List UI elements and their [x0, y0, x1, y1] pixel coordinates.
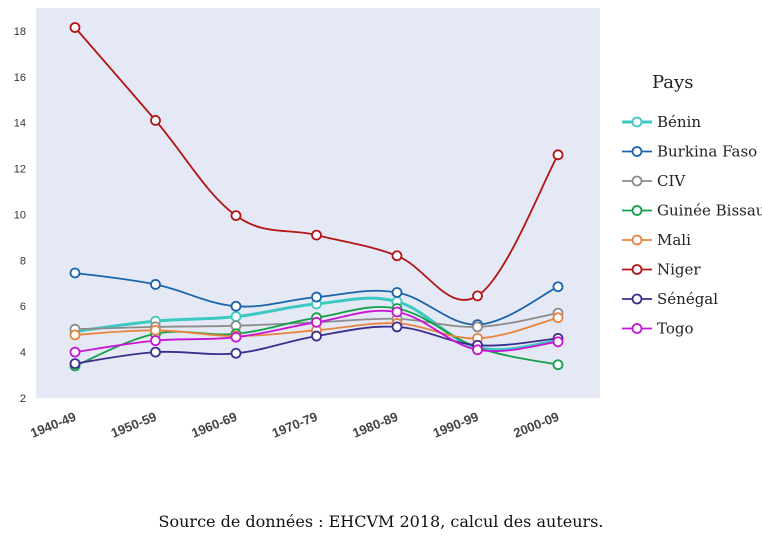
data-point-senegal: [150, 346, 161, 358]
data-point-niger: [391, 250, 403, 262]
data-point-senegal: [311, 330, 322, 342]
line-chart: 2 4 6 8 10 12 14 16 18 1940-49 1950-59 1960-69 1970…: [14, 8, 762, 441]
data-point-togo: [391, 306, 403, 318]
chart-caption: Source de données : EHCVM 2018, calcul d…: [158, 512, 604, 531]
data-point-niger: [311, 229, 322, 241]
y-tick-label: 12: [14, 164, 26, 176]
legend-label-niger: Niger: [657, 261, 701, 279]
y-tick-label: 14: [14, 118, 26, 130]
data-point-togo: [69, 346, 81, 358]
legend-label-senegal: Sénégal: [657, 290, 718, 308]
data-point-niger: [69, 22, 81, 33]
y-tick-label: 16: [14, 72, 26, 84]
data-point-niger: [472, 290, 483, 302]
data-point-mali: [69, 329, 81, 341]
legend-label-civ: CIV: [657, 172, 686, 190]
legend-title: Pays: [652, 72, 693, 93]
y-tick-label: 10: [14, 209, 26, 221]
y-tick-label: 18: [14, 26, 26, 38]
data-point-mali: [552, 312, 564, 324]
x-tick-label: 1940-49: [28, 409, 78, 441]
x-tick-label: 1990-99: [431, 409, 481, 441]
x-tick-label: 1950-59: [109, 409, 159, 441]
x-tick-label: 1980-89: [350, 409, 400, 441]
x-tick-label: 1970-79: [270, 409, 320, 441]
x-axis-ticks: 1940-49 1950-59 1960-69 1970-79 1980-89 1990-…: [28, 409, 561, 441]
legend-swatch-marker: [631, 205, 643, 216]
data-point-burkina-faso: [552, 281, 564, 293]
legend-label-benin: Bénin: [657, 113, 701, 131]
y-tick-label: 4: [20, 347, 26, 359]
legend-swatch-marker: [631, 323, 643, 334]
legend-label-burkina-faso: Burkina Faso: [657, 143, 757, 161]
data-point-niger: [552, 149, 564, 161]
legend: Pays Bénin Burkina Faso CIV Guinée Bissau Ma…: [622, 72, 762, 338]
series-points: [69, 22, 564, 372]
legend-label-togo: Togo: [657, 320, 694, 338]
y-axis-ticks: 2 4 6 8 10 12 14 16 18: [14, 26, 26, 405]
data-point-benin: [230, 311, 242, 322]
legend-label-mali: Mali: [657, 231, 691, 249]
data-point-senegal: [391, 321, 403, 333]
data-point-togo: [552, 336, 564, 348]
legend-label-guinee-bissau: Guinée Bissau: [657, 202, 762, 220]
data-point-mali: [150, 324, 161, 336]
legend-swatch-marker: [631, 264, 643, 275]
data-point-burkina-faso: [311, 291, 322, 303]
data-point-civ: [472, 321, 483, 333]
y-tick-label: 8: [20, 255, 26, 267]
data-point-burkina-faso: [230, 300, 242, 312]
data-point-niger: [230, 210, 242, 222]
legend-swatch-marker: [631, 116, 643, 128]
data-point-guinee-bissau: [552, 359, 564, 371]
legend-swatch-marker: [631, 146, 643, 157]
data-point-togo: [472, 344, 483, 356]
data-point-togo: [150, 335, 161, 347]
x-tick-label: 1960-69: [189, 409, 239, 441]
data-point-burkina-faso: [391, 287, 403, 298]
legend-swatch-marker: [631, 234, 643, 246]
legend-swatch-marker: [631, 293, 643, 305]
y-tick-label: 2: [20, 393, 26, 405]
data-point-senegal: [69, 358, 81, 369]
data-point-togo: [230, 331, 242, 343]
data-point-senegal: [230, 347, 242, 359]
x-tick-label: 2000-09: [511, 409, 561, 441]
data-point-niger: [150, 115, 161, 126]
y-tick-label: 6: [20, 301, 26, 313]
data-point-burkina-faso: [150, 279, 161, 290]
data-point-burkina-faso: [69, 267, 81, 279]
legend-swatch-marker: [631, 175, 643, 187]
data-point-togo: [311, 316, 322, 328]
